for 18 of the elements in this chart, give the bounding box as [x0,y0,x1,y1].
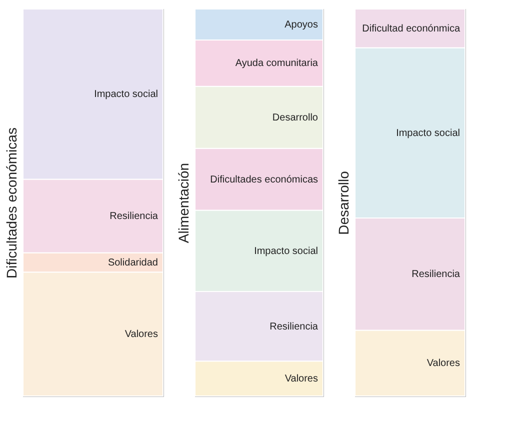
series-label: Impacto social [94,89,158,100]
y-axis-title: Desarrollo [336,170,352,235]
series-label: Valores [426,358,460,370]
series-label: Valores [284,374,318,385]
series-label: Resiliencia [412,269,460,280]
series-label: Desarrollo [272,112,318,124]
series-label: Dificultades económicas [210,174,318,186]
y-axis-title: Dificultades económicas [4,128,20,278]
series-label: Dificultad econónmica [362,23,460,34]
series-label: Impacto social [396,128,460,139]
series-label: Ayuda comunitaria [235,58,318,70]
series-label: Solidaridad [108,257,158,268]
y-axis-title: Alimentación [176,162,192,244]
series-label: Resiliencia [110,211,158,222]
series-label: Valores [124,329,158,340]
series-label: Resiliencia [270,321,318,332]
series-label: Apoyos [284,19,318,30]
series-label: Impacto social [254,246,318,257]
